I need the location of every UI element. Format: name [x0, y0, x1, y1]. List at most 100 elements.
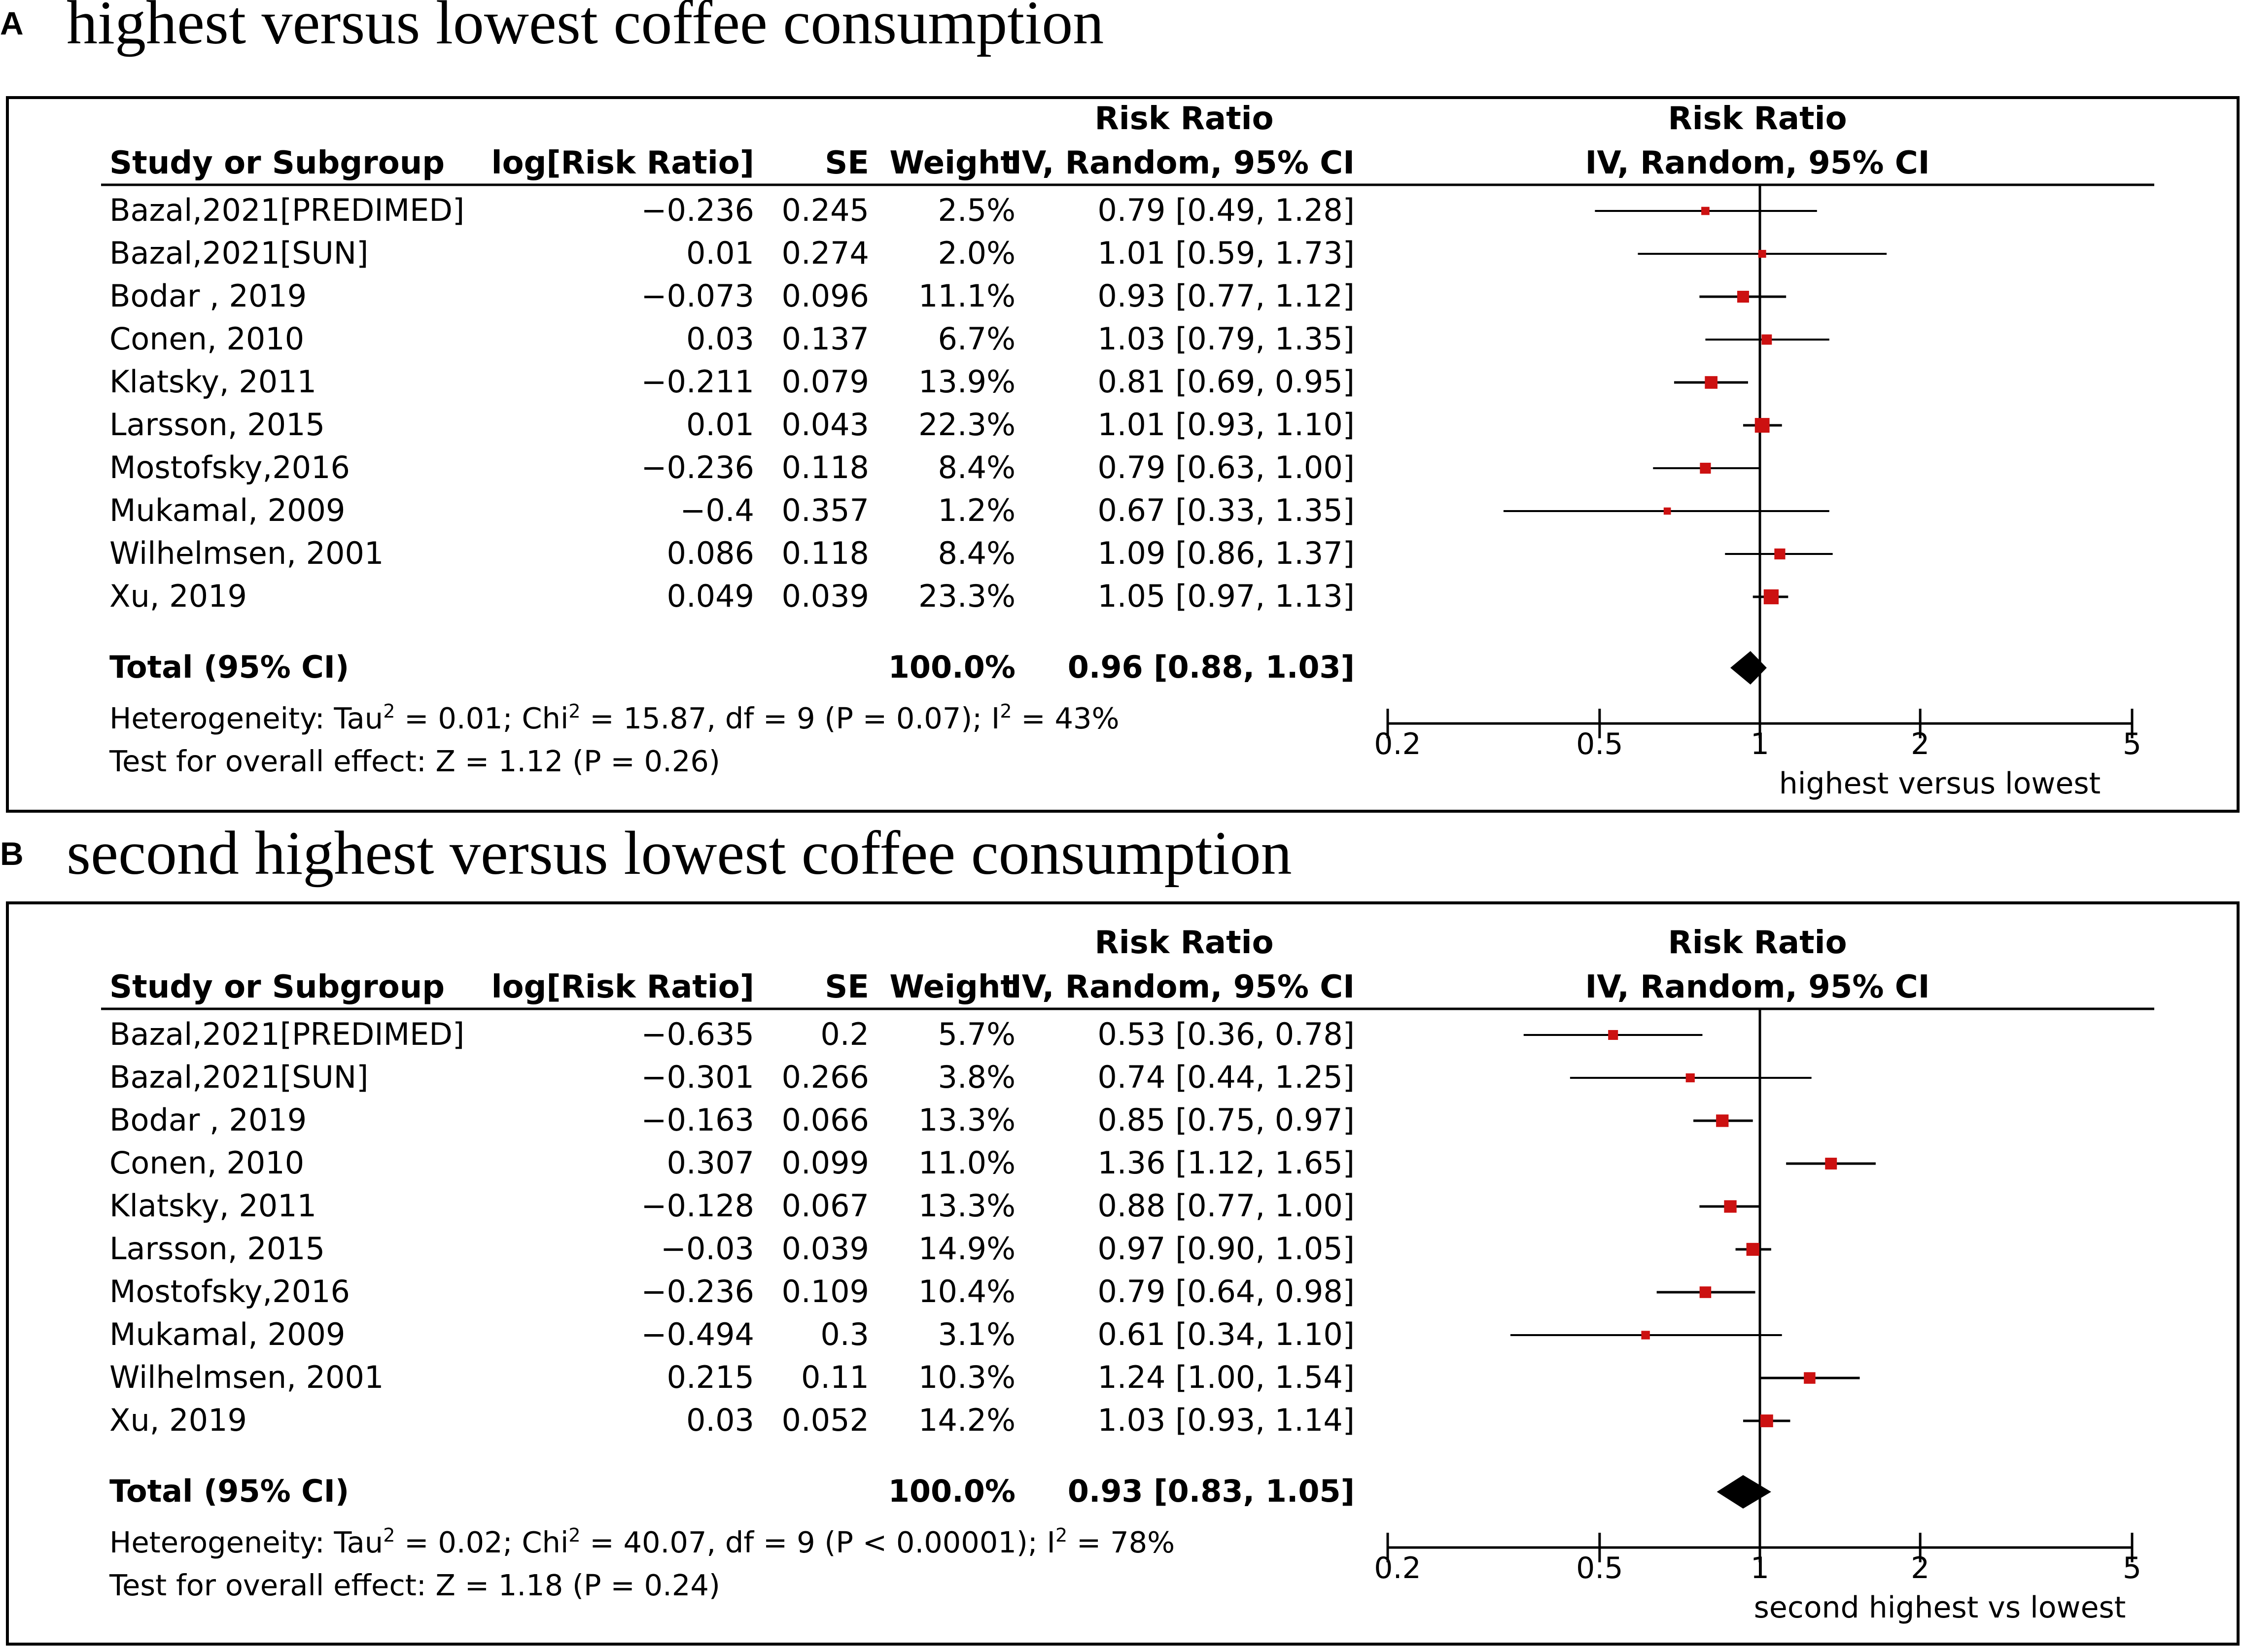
point-estimate-marker — [1700, 462, 1711, 474]
study-se: 0.099 — [782, 1145, 870, 1181]
header-plot-method: IV, Random, 95% CI — [1585, 969, 1929, 1005]
study-row: Bodar , 2019 −0.073 0.096 11.1% 0.93 [0.77, … — [109, 278, 1787, 314]
study-ci: 0.74 [0.44, 1.25] — [1097, 1059, 1355, 1095]
study-ci: 0.79 [0.64, 0.98] — [1097, 1273, 1355, 1309]
study-log-rr: −0.03 — [661, 1231, 754, 1267]
study-row: Conen, 2010 0.03 0.137 6.7% 1.03 [0.79, 1.35… — [109, 321, 1829, 357]
study-ci: 1.36 [1.12, 1.65] — [1097, 1145, 1355, 1181]
study-row: Klatsky, 2011 −0.128 0.067 13.3% 0.88 [0.77,… — [109, 1188, 1760, 1224]
study-log-rr: −0.4 — [680, 492, 754, 528]
overall-effect-text: Test for overall effect: Z = 1.12 (P = 0… — [109, 744, 720, 778]
header-rr-method: IV, Random, 95% CI — [1010, 969, 1355, 1005]
panel-title: highest versus lowest coffee consumption — [67, 0, 1104, 57]
study-ci: 0.88 [0.77, 1.00] — [1097, 1188, 1355, 1224]
study-row: Klatsky, 2011 −0.211 0.079 13.9% 0.81 [0.69,… — [109, 364, 1748, 400]
study-weight: 2.5% — [938, 192, 1016, 228]
study-weight: 13.9% — [918, 364, 1016, 400]
study-row: Bazal,2021[SUN] 0.01 0.274 2.0% 1.01 [0.59, … — [109, 235, 1887, 271]
point-estimate-marker — [1699, 1286, 1712, 1298]
panel-frame — [6, 96, 2240, 813]
study-weight: 13.3% — [918, 1188, 1016, 1224]
header-se: SE — [825, 145, 869, 181]
header-risk-ratio: Risk Ratio — [1094, 925, 1273, 961]
study-log-rr: 0.215 — [667, 1359, 755, 1395]
study-name: Larsson, 2015 — [109, 1231, 325, 1267]
study-log-rr: 0.03 — [686, 1402, 754, 1438]
overall-effect-text: Test for overall effect: Z = 1.18 (P = 0… — [109, 1568, 720, 1602]
x-tick-label: 0.2 — [1374, 727, 1421, 761]
x-tick-label: 2 — [1911, 727, 1929, 761]
panel-label: A — [0, 5, 24, 41]
study-weight: 2.0% — [938, 235, 1016, 271]
study-log-rr: 0.086 — [667, 535, 755, 571]
study-name: Conen, 2010 — [109, 1145, 304, 1181]
point-estimate-marker — [1724, 1200, 1737, 1213]
study-name: Bazal,2021[PREDIMED] — [109, 192, 464, 228]
study-log-rr: 0.01 — [686, 407, 754, 443]
study-log-rr: −0.073 — [641, 278, 754, 314]
study-row: Bazal,2021[PREDIMED] −0.635 0.2 5.7% 0.53 [0… — [109, 1016, 1703, 1052]
pooled-diamond — [1730, 651, 1767, 685]
study-weight: 14.2% — [918, 1402, 1016, 1438]
x-tick-label: 1 — [1751, 727, 1769, 761]
study-log-rr: 0.049 — [667, 578, 755, 614]
study-row: Bazal,2021[PREDIMED] −0.236 0.245 2.5% 0.79 … — [109, 192, 1817, 228]
study-name: Bazal,2021[SUN] — [109, 235, 368, 271]
study-weight: 22.3% — [918, 407, 1016, 443]
study-se: 0.079 — [782, 364, 870, 400]
point-estimate-marker — [1761, 334, 1772, 345]
study-ci: 0.61 [0.34, 1.10] — [1097, 1316, 1355, 1352]
study-name: Conen, 2010 — [109, 321, 304, 357]
heterogeneity-text: Heterogeneity: Tau2 = 0.01; Chi2 = 15.87… — [109, 700, 1120, 735]
header-study: Study or Subgroup — [109, 969, 445, 1005]
study-name: Mukamal, 2009 — [109, 492, 345, 528]
study-name: Bodar , 2019 — [109, 1102, 307, 1138]
study-se: 0.2 — [820, 1016, 869, 1052]
x-tick-label: 0.5 — [1576, 1551, 1623, 1585]
study-se: 0.039 — [782, 1231, 870, 1267]
total-label: Total (95% CI) — [109, 1473, 349, 1509]
study-ci: 0.79 [0.63, 1.00] — [1097, 449, 1355, 485]
x-tick-label: 5 — [2123, 727, 2141, 761]
study-log-rr: 0.03 — [686, 321, 754, 357]
panel-frame — [6, 901, 2240, 1646]
study-log-rr: −0.236 — [641, 1273, 754, 1309]
study-ci: 1.01 [0.93, 1.10] — [1097, 407, 1355, 443]
study-row: Mostofsky,2016 −0.236 0.118 8.4% 0.79 [0.63,… — [109, 449, 1760, 485]
study-weight: 5.7% — [938, 1016, 1016, 1052]
point-estimate-marker — [1758, 250, 1766, 258]
study-log-rr: −0.635 — [641, 1016, 754, 1052]
header-plot-risk-ratio: Risk Ratio — [1668, 101, 1847, 137]
point-estimate-marker — [1701, 206, 1710, 215]
study-row: Xu, 2019 0.049 0.039 23.3% 1.05 [0.97, 1.13] — [109, 578, 1788, 614]
study-ci: 0.79 [0.49, 1.28] — [1097, 192, 1355, 228]
study-row: Bazal,2021[SUN] −0.301 0.266 3.8% 0.74 [0.44… — [109, 1059, 1812, 1095]
study-se: 0.118 — [782, 449, 870, 485]
study-se: 0.11 — [801, 1359, 869, 1395]
point-estimate-marker — [1663, 507, 1671, 515]
point-estimate-marker — [1705, 376, 1717, 389]
study-row: Mostofsky,2016 −0.236 0.109 10.4% 0.79 [0.64… — [109, 1273, 1755, 1309]
study-name: Wilhelmsen, 2001 — [109, 535, 384, 571]
study-se: 0.052 — [782, 1402, 870, 1438]
study-weight: 13.3% — [918, 1102, 1016, 1138]
study-ci: 0.53 [0.36, 0.78] — [1097, 1016, 1355, 1052]
header-risk-ratio: Risk Ratio — [1094, 101, 1273, 137]
total-ci: 0.96 [0.88, 1.03] — [1068, 649, 1355, 685]
point-estimate-marker — [1641, 1331, 1650, 1340]
x-tick-label: 0.5 — [1576, 727, 1623, 761]
point-estimate-marker — [1804, 1372, 1816, 1384]
x-axis-label: second highest vs lowest — [1754, 1590, 2126, 1625]
header-se: SE — [825, 969, 869, 1005]
study-name: Klatsky, 2011 — [109, 1188, 316, 1224]
study-ci: 0.93 [0.77, 1.12] — [1097, 278, 1355, 314]
x-tick-label: 0.2 — [1374, 1551, 1421, 1585]
header-log-rr: log[Risk Ratio] — [491, 969, 754, 1005]
header-plot-risk-ratio: Risk Ratio — [1668, 925, 1847, 961]
total-ci: 0.93 [0.83, 1.05] — [1068, 1473, 1355, 1509]
pooled-diamond — [1717, 1475, 1771, 1509]
study-log-rr: 0.01 — [686, 235, 754, 271]
study-row: Mukamal, 2009 −0.4 0.357 1.2% 0.67 [0.33, 1.… — [109, 492, 1829, 528]
